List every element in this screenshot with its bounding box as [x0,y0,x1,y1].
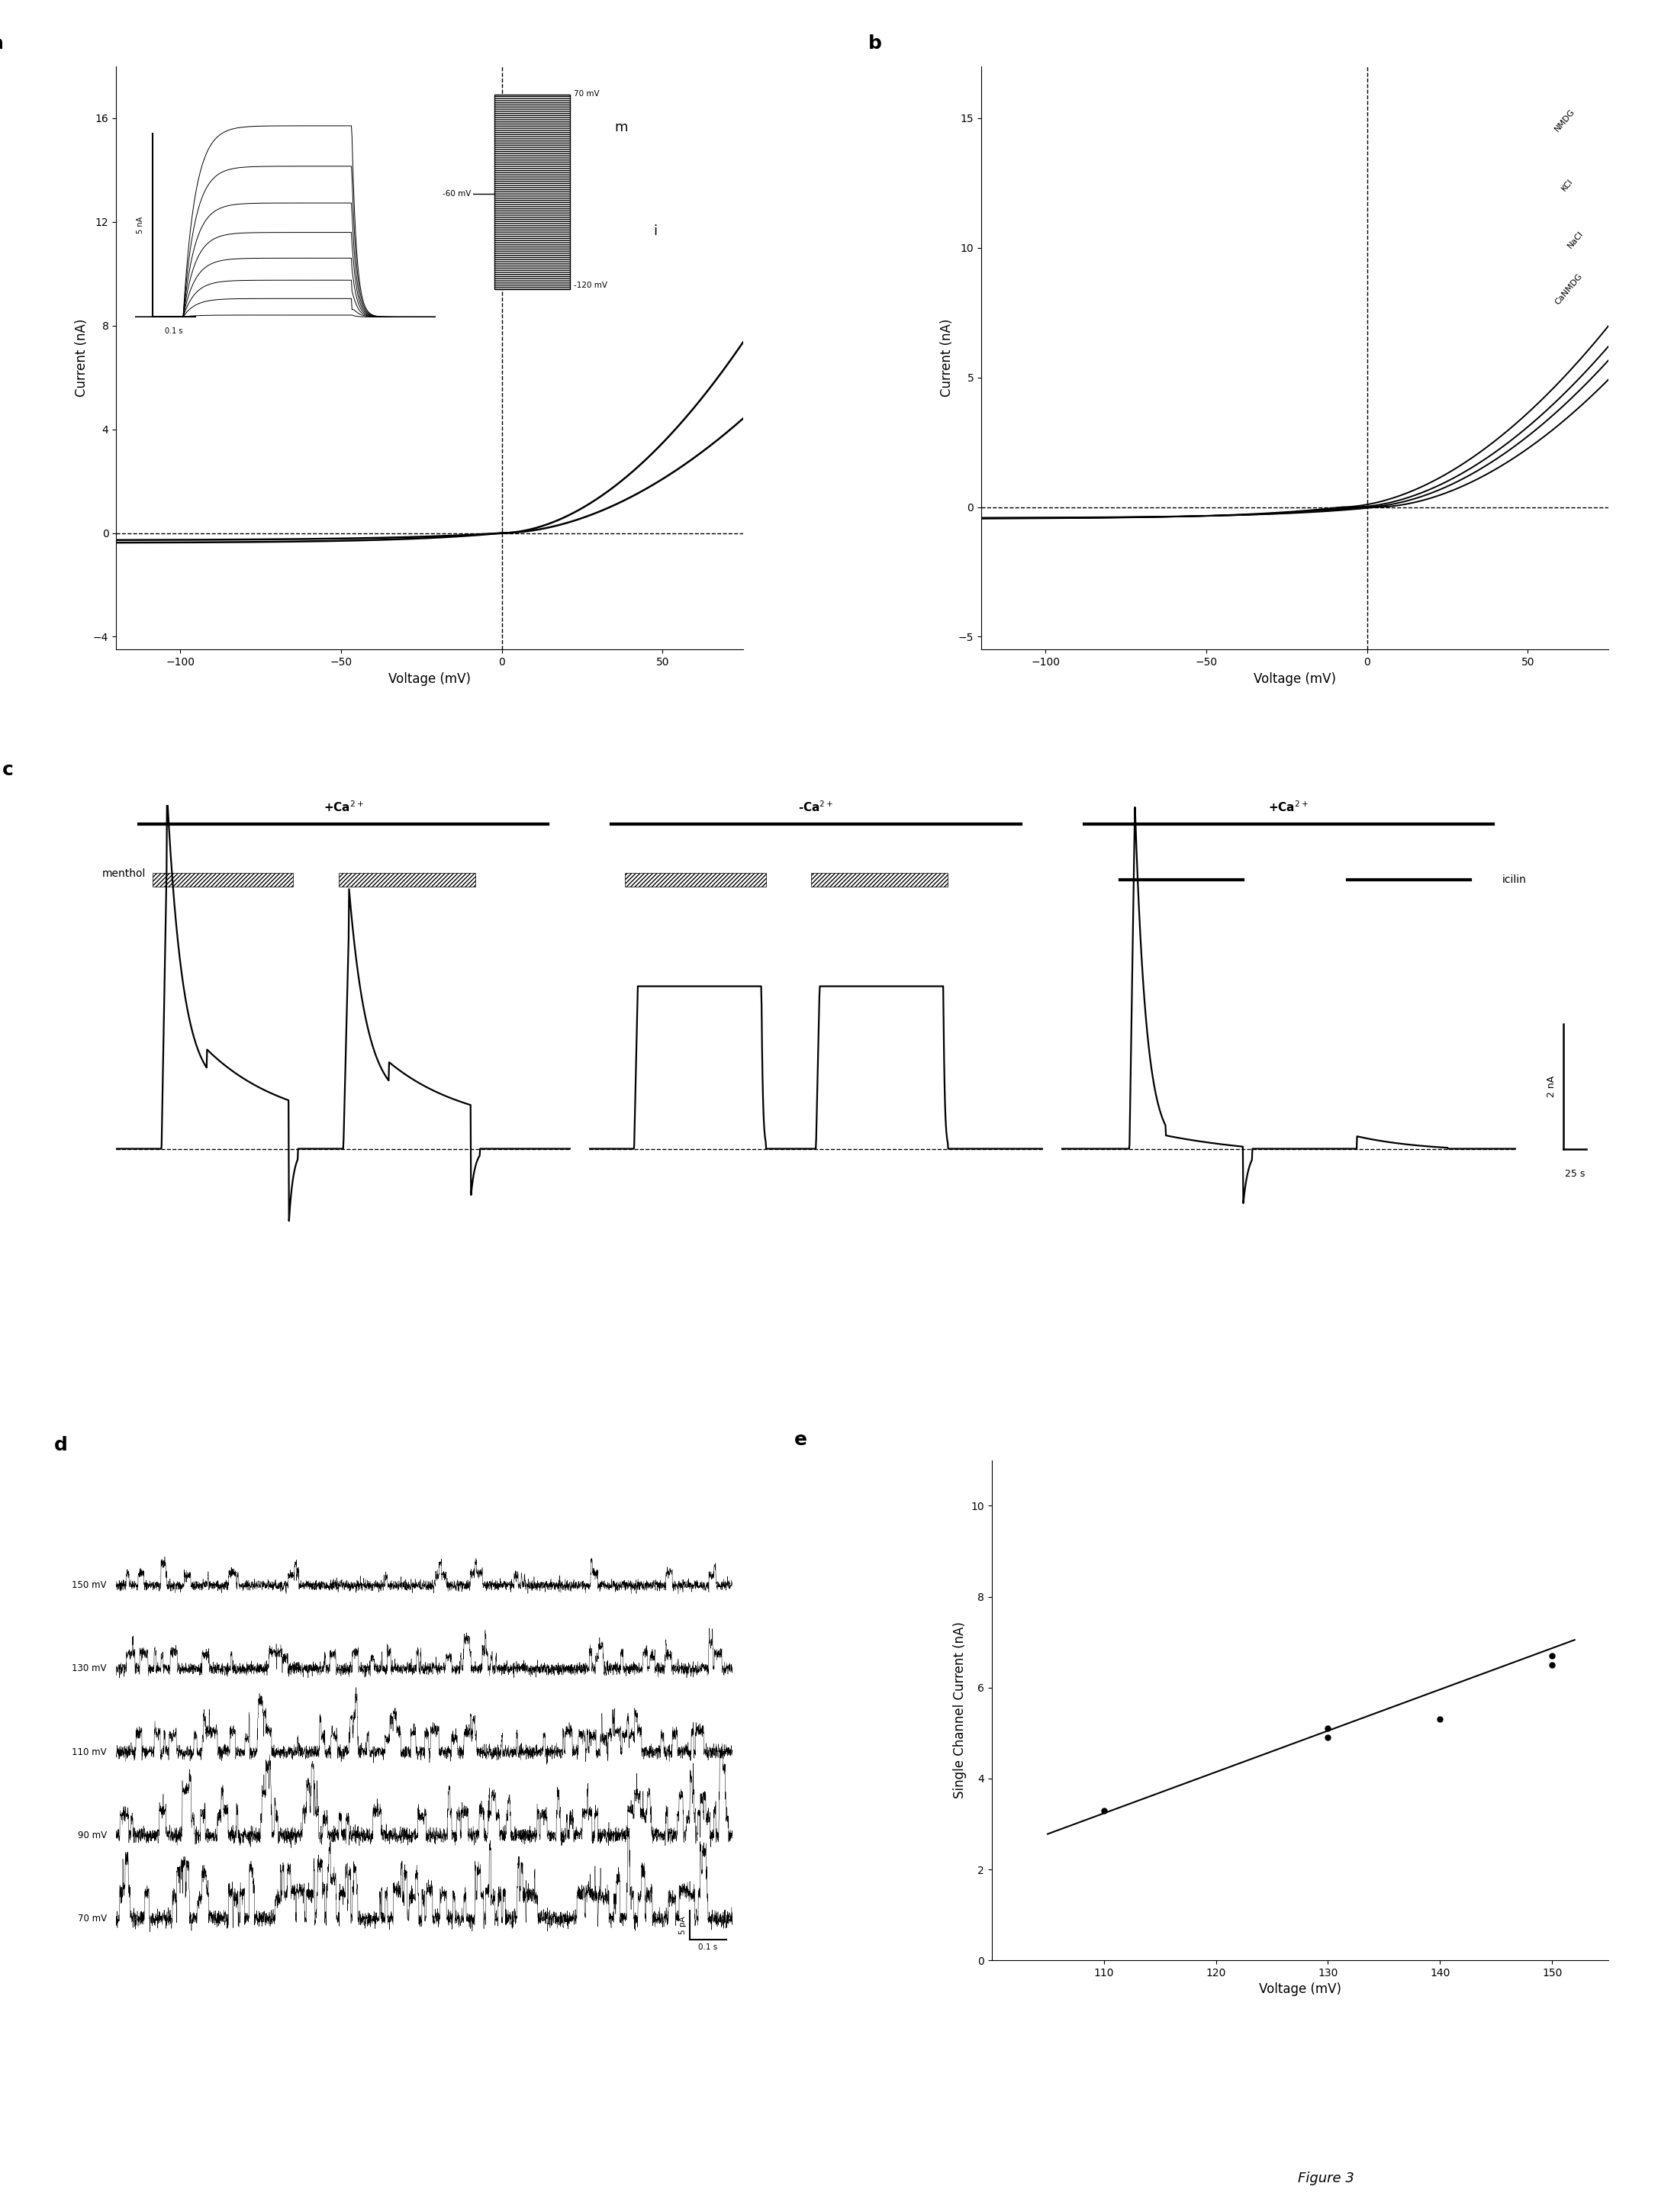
Text: 25 s: 25 s [1565,1170,1585,1179]
Text: a: a [0,35,3,53]
Text: i: i [653,223,657,239]
Text: CaNMDG: CaNMDG [1554,272,1583,307]
Text: 130 mV: 130 mV [71,1663,106,1674]
Text: +Ca$^{2+}$: +Ca$^{2+}$ [1268,801,1308,814]
Text: c: c [2,761,13,779]
Text: 110 mV: 110 mV [71,1747,106,1756]
Point [1315,1710,1341,1745]
Point [1428,1701,1454,1736]
Text: d: d [55,1436,68,1453]
Text: 0.1 s: 0.1 s [698,1944,718,1951]
Text: -Ca$^{2+}$: -Ca$^{2+}$ [797,801,834,814]
Text: m: m [615,119,628,135]
X-axis label: Voltage (mV): Voltage (mV) [1258,1982,1341,1997]
Text: +Ca$^{2+}$: +Ca$^{2+}$ [323,801,363,814]
Text: Figure 3: Figure 3 [1298,2172,1355,2185]
Bar [811,874,948,887]
Point [1539,1639,1565,1674]
Text: icilin: icilin [1502,874,1527,885]
Y-axis label: Single Channel Current (nA): Single Channel Current (nA) [953,1621,967,1798]
Point [1315,1721,1341,1756]
Text: e: e [794,1431,807,1449]
Text: NMDG: NMDG [1554,106,1577,133]
Y-axis label: Current (nA): Current (nA) [75,319,90,398]
Bar [338,874,476,887]
X-axis label: Voltage (mV): Voltage (mV) [388,672,471,686]
Text: NaCl: NaCl [1567,230,1585,250]
Point [1539,1648,1565,1683]
Text: KCl: KCl [1560,177,1575,192]
Text: 150 mV: 150 mV [71,1579,106,1590]
X-axis label: Voltage (mV): Voltage (mV) [1253,672,1336,686]
Bar [153,874,293,887]
Text: 90 mV: 90 mV [78,1829,106,1840]
Text: b: b [869,35,882,53]
Text: 2 nA: 2 nA [1547,1075,1557,1097]
Text: 5 pA: 5 pA [678,1916,686,1933]
Text: 70 mV: 70 mV [78,1913,106,1924]
Point [1091,1792,1117,1827]
Y-axis label: Current (nA): Current (nA) [940,319,953,398]
Bar [625,874,766,887]
Text: menthol: menthol [103,869,146,878]
